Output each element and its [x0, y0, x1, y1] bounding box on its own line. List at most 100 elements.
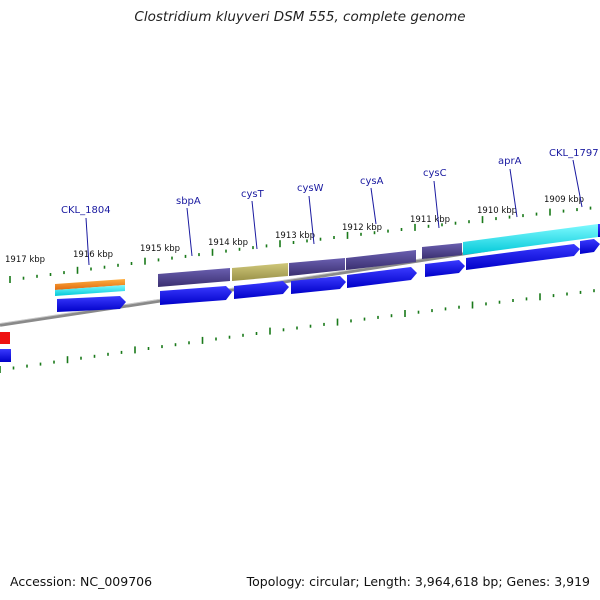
minor-tick — [22, 276, 25, 280]
minor-tick — [225, 249, 227, 253]
cds-arrow-cysC[interactable] — [425, 260, 465, 277]
cds-arrow-CKL_1804[interactable] — [57, 296, 126, 312]
minor-tick — [390, 314, 393, 318]
minor-tick — [238, 247, 241, 251]
major-tick — [76, 266, 79, 274]
gene-label-sbpA: sbpA — [176, 196, 201, 207]
major-tick — [269, 327, 271, 335]
minor-tick — [373, 231, 376, 235]
feature-cysT[interactable] — [232, 263, 288, 281]
minor-tick — [387, 229, 389, 233]
minor-tick — [36, 274, 38, 278]
major-tick — [346, 231, 349, 239]
minor-tick — [12, 366, 15, 370]
minor-tick — [265, 244, 268, 248]
major-tick — [539, 293, 541, 301]
minor-tick — [468, 220, 470, 224]
feature-red-edge[interactable] — [0, 332, 10, 344]
major-tick — [404, 310, 406, 317]
minor-tick — [93, 354, 96, 358]
minor-tick — [117, 263, 119, 267]
minor-tick — [252, 246, 254, 250]
minor-tick — [454, 221, 457, 225]
feature-cyan-small[interactable] — [55, 285, 125, 296]
cds-arrow-cysA[interactable] — [347, 267, 417, 288]
gene-label-cysA: cysA — [360, 176, 384, 187]
minor-tick — [566, 292, 568, 296]
kbp-label-1915: 1915 kbp — [140, 244, 180, 254]
minor-tick — [360, 232, 362, 236]
minor-tick — [120, 350, 123, 354]
minor-tick — [350, 319, 352, 323]
minor-tick — [80, 356, 82, 360]
minor-tick — [228, 335, 231, 339]
minor-tick — [171, 256, 173, 260]
feature-aprA[interactable] — [463, 224, 598, 255]
minor-tick — [296, 326, 298, 330]
minor-tick — [417, 310, 420, 314]
minor-tick — [485, 302, 487, 306]
minor-tick — [103, 265, 106, 269]
feature-orange[interactable] — [55, 279, 125, 290]
minor-tick — [319, 237, 322, 241]
major-tick — [336, 318, 339, 326]
cds-arrow-cysW[interactable] — [291, 276, 346, 294]
kbp-label-1909: 1909 kbp — [544, 195, 584, 205]
major-tick — [279, 240, 281, 248]
major-tick — [211, 248, 214, 256]
minor-tick — [498, 300, 501, 304]
major-tick — [134, 346, 136, 354]
minor-tick — [363, 317, 366, 321]
minor-tick — [495, 217, 497, 221]
feature-sbpA[interactable] — [158, 268, 230, 287]
minor-tick — [525, 297, 528, 301]
cds-arrow-sbpA[interactable] — [160, 286, 232, 305]
gene-label-cysT: cysT — [241, 189, 265, 200]
major-tick — [481, 216, 484, 224]
minor-tick — [508, 215, 511, 219]
minor-tick — [49, 273, 52, 276]
cds-arrow-cysT[interactable] — [234, 281, 289, 299]
minor-tick — [188, 341, 190, 345]
gene-label-leaders — [85, 159, 583, 266]
minor-tick — [333, 236, 335, 239]
minor-tick — [562, 209, 565, 213]
kbp-ticks-upper — [9, 206, 592, 283]
minor-tick — [522, 214, 524, 218]
minor-tick — [157, 258, 160, 262]
minor-tick — [458, 305, 460, 309]
minor-tick — [400, 228, 403, 231]
kbp-label-1911: 1911 kbp — [410, 215, 450, 225]
minor-tick — [431, 309, 433, 313]
cds-arrow-left-edge[interactable] — [0, 349, 11, 362]
minor-tick — [107, 352, 109, 356]
feature-cysW[interactable] — [289, 258, 345, 276]
kbp-ticks-lower — [0, 289, 595, 373]
kbp-label-1914: 1914 kbp — [208, 238, 248, 248]
minor-tick — [161, 345, 163, 349]
minor-tick — [576, 208, 578, 212]
minor-tick — [535, 212, 538, 216]
topology-summary: Topology: circular; Length: 3,964,618 bp… — [246, 574, 590, 589]
major-tick — [66, 356, 69, 364]
gene-label-cysC: cysC — [423, 168, 447, 179]
cds-arrow-aprA[interactable] — [466, 244, 580, 270]
feature-cysC[interactable] — [422, 243, 462, 259]
major-tick — [549, 208, 551, 216]
minor-tick — [306, 239, 308, 243]
minor-tick — [282, 328, 285, 332]
kbp-label-1912: 1912 kbp — [342, 223, 382, 233]
cds-arrow-CKL_1797[interactable] — [580, 239, 600, 254]
minor-tick — [53, 360, 55, 364]
minor-tick — [444, 307, 447, 311]
minor-tick — [323, 322, 325, 326]
kbp-label-1916: 1916 kbp — [73, 250, 113, 260]
minor-tick — [589, 206, 592, 210]
minor-tick — [579, 290, 582, 294]
kbp-label-1917: 1917 kbp — [5, 255, 45, 265]
minor-tick — [130, 262, 133, 265]
feature-cysA[interactable] — [346, 250, 416, 270]
minor-tick — [377, 315, 379, 319]
minor-tick — [441, 223, 443, 227]
minor-tick — [427, 224, 430, 228]
